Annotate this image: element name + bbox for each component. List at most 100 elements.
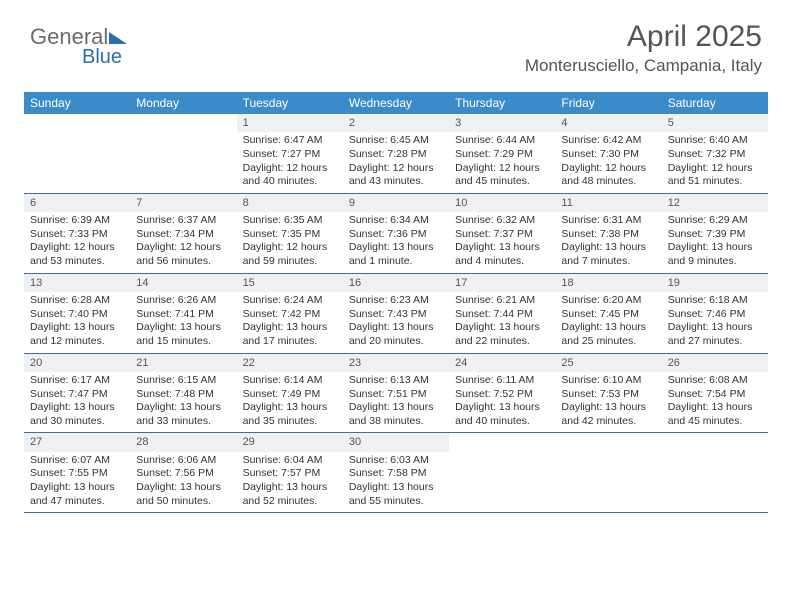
daylight-text: Daylight: 13 hours and 27 minutes. [668,321,762,348]
day-number: 17 [449,274,555,292]
day-cell: 7Sunrise: 6:37 AMSunset: 7:34 PMDaylight… [130,194,236,273]
daylight-text: Daylight: 13 hours and 47 minutes. [30,481,124,508]
sunset-text: Sunset: 7:30 PM [561,148,655,162]
day-body: Sunrise: 6:47 AMSunset: 7:27 PMDaylight:… [237,132,343,193]
sunset-text: Sunset: 7:37 PM [455,228,549,242]
sunrise-text: Sunrise: 6:34 AM [349,214,443,228]
sunset-text: Sunset: 7:55 PM [30,467,124,481]
day-header-saturday: Saturday [662,92,768,114]
day-cell [449,433,555,512]
day-number: 18 [555,274,661,292]
daylight-text: Daylight: 12 hours and 48 minutes. [561,162,655,189]
logo-triangle-icon [109,32,127,44]
day-cell [555,433,661,512]
sunrise-text: Sunrise: 6:15 AM [136,374,230,388]
sunset-text: Sunset: 7:32 PM [668,148,762,162]
sunrise-text: Sunrise: 6:20 AM [561,294,655,308]
day-body: Sunrise: 6:34 AMSunset: 7:36 PMDaylight:… [343,212,449,273]
day-cell: 11Sunrise: 6:31 AMSunset: 7:38 PMDayligh… [555,194,661,273]
day-cell: 9Sunrise: 6:34 AMSunset: 7:36 PMDaylight… [343,194,449,273]
day-cell: 8 Sunrise: 6:35 AMSunset: 7:35 PMDaylight… [237,194,343,273]
sunset-text: Sunset: 7:46 PM [668,308,762,322]
sunrise-text: Sunrise: 6:07 AM [30,454,124,468]
day-cell: 2Sunrise: 6:45 AMSunset: 7:28 PMDaylight… [343,114,449,193]
sunset-text: Sunset: 7:57 PM [243,467,337,481]
sunrise-text: Sunrise: 6:14 AM [243,374,337,388]
daylight-text: Daylight: 13 hours and 22 minutes. [455,321,549,348]
day-number: 22 [237,354,343,372]
day-number: 8 [237,194,343,212]
day-cell: 28Sunrise: 6:06 AMSunset: 7:56 PMDayligh… [130,433,236,512]
day-number: 5 [662,114,768,132]
sunrise-text: Sunrise: 6:11 AM [455,374,549,388]
day-body: Sunrise: 6:08 AMSunset: 7:54 PMDaylight:… [662,372,768,433]
day-cell: 10Sunrise: 6:32 AMSunset: 7:37 PMDayligh… [449,194,555,273]
sunset-text: Sunset: 7:45 PM [561,308,655,322]
day-cell: 3Sunrise: 6:44 AMSunset: 7:29 PMDaylight… [449,114,555,193]
day-body: Sunrise: 6:32 AMSunset: 7:37 PMDaylight:… [449,212,555,273]
sunset-text: Sunset: 7:40 PM [30,308,124,322]
day-cell: 29Sunrise: 6:04 AMSunset: 7:57 PMDayligh… [237,433,343,512]
day-number: 20 [24,354,130,372]
sunrise-text: Sunrise: 6:21 AM [455,294,549,308]
sunset-text: Sunset: 7:42 PM [243,308,337,322]
day-body: Sunrise: 6:28 AMSunset: 7:40 PMDaylight:… [24,292,130,353]
day-number: 11 [555,194,661,212]
day-body: Sunrise: 6:18 AMSunset: 7:46 PMDaylight:… [662,292,768,353]
day-body: Sunrise: 6:03 AMSunset: 7:58 PMDaylight:… [343,452,449,513]
day-cell: 21Sunrise: 6:15 AMSunset: 7:48 PMDayligh… [130,354,236,433]
day-body: Sunrise: 6:17 AMSunset: 7:47 PMDaylight:… [24,372,130,433]
daylight-text: Daylight: 13 hours and 15 minutes. [136,321,230,348]
sunrise-text: Sunrise: 6:18 AM [668,294,762,308]
day-number: 27 [24,433,130,451]
sunrise-text: Sunrise: 6:35 AM [243,214,337,228]
sunrise-text: Sunrise: 6:37 AM [136,214,230,228]
sunset-text: Sunset: 7:58 PM [349,467,443,481]
day-number: 12 [662,194,768,212]
day-cell: 4Sunrise: 6:42 AMSunset: 7:30 PMDaylight… [555,114,661,193]
daylight-text: Daylight: 13 hours and 33 minutes. [136,401,230,428]
sunset-text: Sunset: 7:39 PM [668,228,762,242]
sunrise-text: Sunrise: 6:45 AM [349,134,443,148]
sunrise-text: Sunrise: 6:31 AM [561,214,655,228]
sunrise-text: Sunrise: 6:42 AM [561,134,655,148]
day-number: 13 [24,274,130,292]
daylight-text: Daylight: 13 hours and 12 minutes. [30,321,124,348]
daylight-text: Daylight: 13 hours and 1 minute. [349,241,443,268]
logo-text-blue: Blue [82,46,127,69]
weeks-container: 1Sunrise: 6:47 AMSunset: 7:27 PMDaylight… [24,114,768,513]
day-body: Sunrise: 6:23 AMSunset: 7:43 PMDaylight:… [343,292,449,353]
sunrise-text: Sunrise: 6:29 AM [668,214,762,228]
daylight-text: Daylight: 13 hours and 17 minutes. [243,321,337,348]
sunset-text: Sunset: 7:44 PM [455,308,549,322]
sunset-text: Sunset: 7:36 PM [349,228,443,242]
sunset-text: Sunset: 7:35 PM [243,228,337,242]
daylight-text: Daylight: 12 hours and 43 minutes. [349,162,443,189]
day-number: 26 [662,354,768,372]
sunset-text: Sunset: 7:51 PM [349,388,443,402]
day-cell: 19Sunrise: 6:18 AMSunset: 7:46 PMDayligh… [662,274,768,353]
day-body: Sunrise: 6:10 AMSunset: 7:53 PMDaylight:… [555,372,661,433]
sunset-text: Sunset: 7:28 PM [349,148,443,162]
day-number: 3 [449,114,555,132]
day-body: Sunrise: 6:15 AMSunset: 7:48 PMDaylight:… [130,372,236,433]
day-body: Sunrise: 6:26 AMSunset: 7:41 PMDaylight:… [130,292,236,353]
day-cell: 1Sunrise: 6:47 AMSunset: 7:27 PMDaylight… [237,114,343,193]
day-body: Sunrise: 6:40 AMSunset: 7:32 PMDaylight:… [662,132,768,193]
week-row: 20Sunrise: 6:17 AMSunset: 7:47 PMDayligh… [24,354,768,434]
sunrise-text: Sunrise: 6:47 AM [243,134,337,148]
daylight-text: Daylight: 12 hours and 59 minutes. [243,241,337,268]
sunset-text: Sunset: 7:49 PM [243,388,337,402]
day-body: Sunrise: 6:24 AMSunset: 7:42 PMDaylight:… [237,292,343,353]
day-body: Sunrise: 6:37 AMSunset: 7:34 PMDaylight:… [130,212,236,273]
daylight-text: Daylight: 13 hours and 55 minutes. [349,481,443,508]
sunrise-text: Sunrise: 6:24 AM [243,294,337,308]
day-cell: 5Sunrise: 6:40 AMSunset: 7:32 PMDaylight… [662,114,768,193]
daylight-text: Daylight: 13 hours and 52 minutes. [243,481,337,508]
daylight-text: Daylight: 13 hours and 45 minutes. [668,401,762,428]
daylight-text: Daylight: 12 hours and 51 minutes. [668,162,762,189]
daylight-text: Daylight: 13 hours and 50 minutes. [136,481,230,508]
daylight-text: Daylight: 13 hours and 42 minutes. [561,401,655,428]
day-header-monday: Monday [130,92,236,114]
day-cell: 17 Sunrise: 6:21 AMSunset: 7:44 PMDayligh… [449,274,555,353]
